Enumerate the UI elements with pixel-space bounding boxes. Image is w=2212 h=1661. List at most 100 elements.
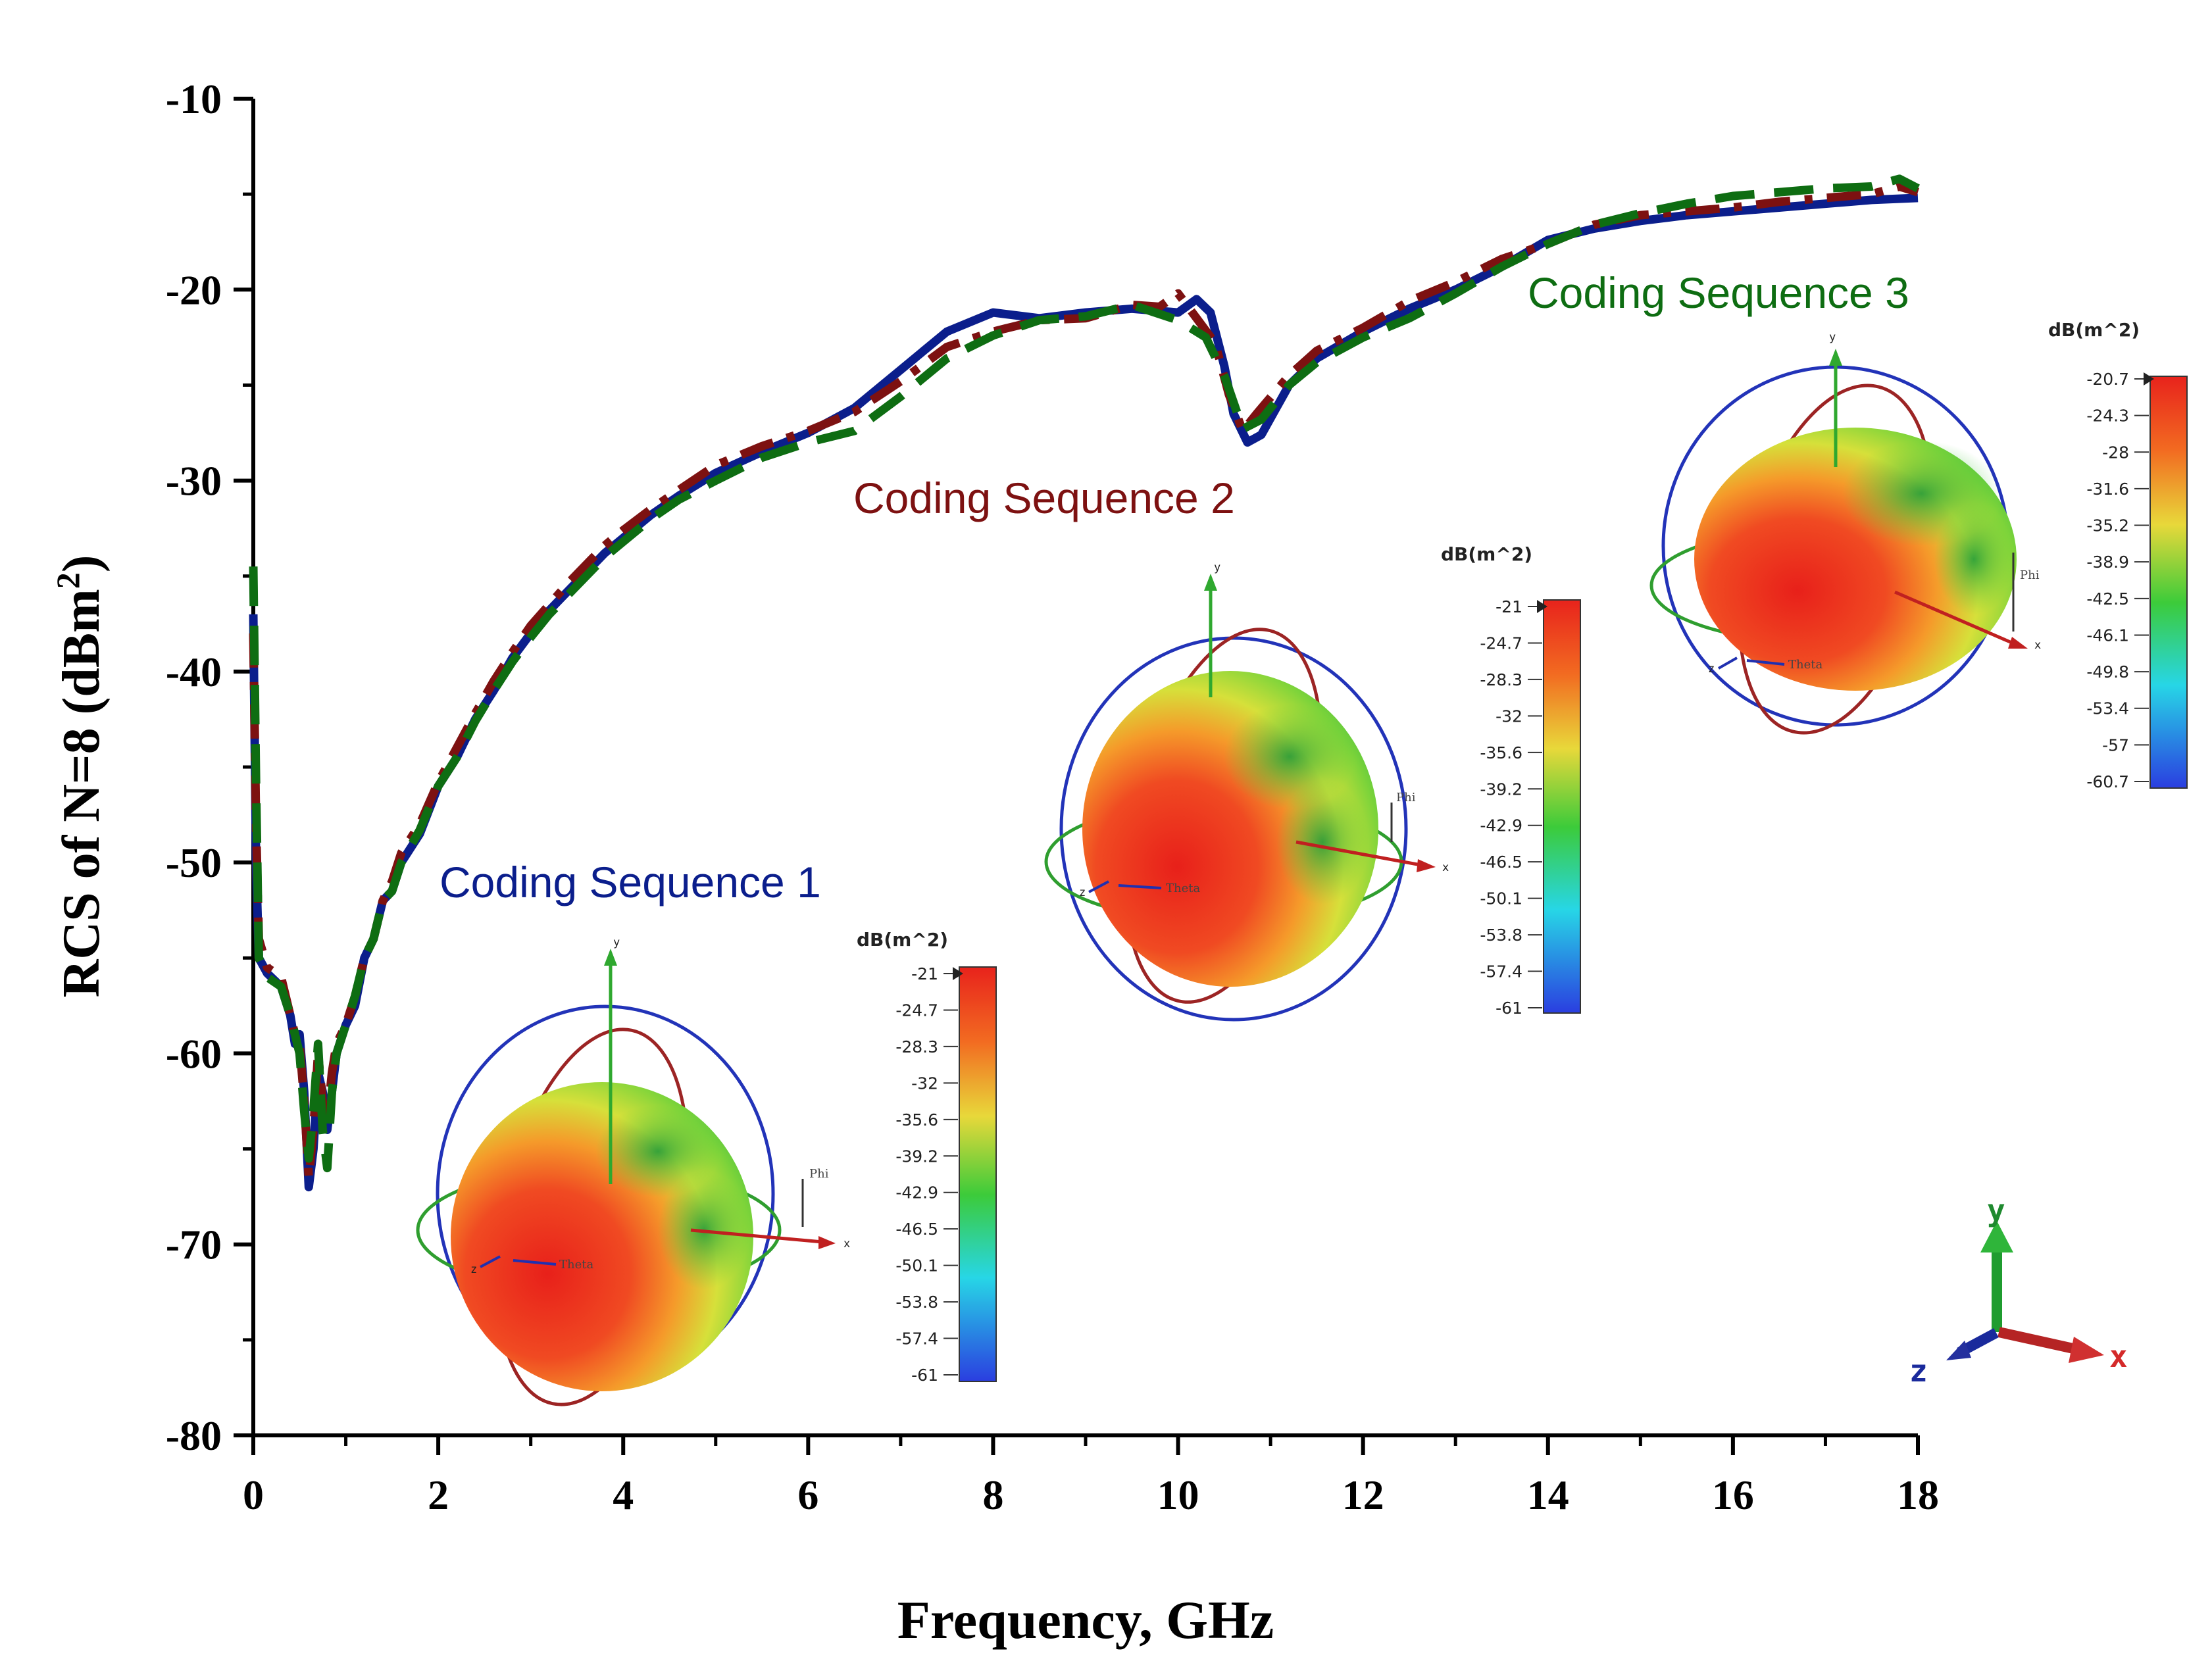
y-axis-label: RCS of N=8 (dBm2): [49, 555, 111, 998]
z-axis-arrow: [480, 1255, 501, 1268]
colorbar-marker: [2144, 372, 2154, 385]
colorbar-tick-label: -46.5: [1480, 853, 1522, 872]
x-axis-arrowhead: [1417, 859, 1436, 872]
colorbar-marker: [1537, 600, 1547, 613]
colorbar-tick-label: -57.4: [895, 1329, 938, 1349]
x-tick-label: 2: [428, 1472, 449, 1518]
colorbar-tick-label: -50.1: [895, 1256, 938, 1276]
axis-label-y: y: [613, 936, 620, 949]
colorbar-tick-label: -42.9: [895, 1183, 938, 1202]
y-axis-label-sup: 2: [49, 572, 86, 589]
colorbar-tick-label: -24.3: [2086, 407, 2129, 426]
colorbar-tick-label: -39.2: [1480, 780, 1522, 799]
colorbar-ticks: -21 -24.7 -28.3 -32 -35.6 -39.2 -42.9 -46.5 -50.…: [895, 964, 963, 1385]
colorbar-tick-label: -53.4: [2086, 699, 2129, 718]
colorbar-tick-label: -32: [911, 1074, 938, 1093]
phi-label: Phi: [2020, 568, 2040, 582]
x-tick-label: 0: [243, 1472, 264, 1518]
colorbar-tick-label: -46.1: [2086, 626, 2129, 645]
y-axis-arrowhead: [1829, 349, 1842, 366]
colorbar-title: dB(m^2): [857, 929, 948, 951]
colorbar: dB(m^2) -20.7 -24.3 -28 -31.6 -35.2 -38.9 -42.…: [2048, 319, 2188, 791]
x-tick-label: 10: [1157, 1472, 1199, 1518]
x-tick-label: 6: [797, 1472, 818, 1518]
theta-indicator: [1118, 884, 1162, 889]
colorbar-tick-label: -57: [2102, 735, 2129, 755]
x-axis-label: Frequency, GHz: [897, 1590, 1274, 1650]
colorbar-tick-label: -28.3: [1480, 670, 1522, 689]
colorbar-tick-label: -35.6: [1480, 743, 1522, 762]
colorbar-title: dB(m^2): [1441, 543, 1532, 565]
y-tick-label: -60: [166, 1030, 222, 1077]
rcs-3d-pattern: y x z Theta Phi: [1649, 331, 2041, 735]
y-axis-label-end: ): [53, 555, 111, 573]
y-tick-label: -70: [166, 1222, 222, 1268]
theta-indicator: [1746, 659, 1785, 666]
colorbar-tick-label: -38.9: [2086, 553, 2129, 572]
colorbar-gradient: [959, 966, 997, 1382]
colorbar-tick-label: -42.9: [1480, 816, 1522, 835]
y-tick-label: -80: [166, 1412, 222, 1459]
x-axis-arrowhead: [818, 1236, 836, 1249]
triad-y-arrowhead: [1980, 1221, 2013, 1252]
axis-label-x: x: [2034, 639, 2041, 652]
z-axis-arrow: [1088, 880, 1109, 893]
pattern-dimple: [1276, 780, 1369, 905]
triad-label-z: z: [1909, 1353, 1928, 1389]
colorbar-tick-label: -24.7: [895, 1001, 938, 1020]
colorbar-title: dB(m^2): [2048, 319, 2140, 341]
colorbar-marker: [953, 967, 963, 980]
colorbar: dB(m^2) -21-24.7-28.3-32-35.6-39.2-42.9-…: [857, 929, 997, 1385]
colorbar-tick-label: -21: [911, 964, 938, 983]
colorbar-tick-label: -53.8: [1480, 926, 1522, 945]
colorbar-tick-label: -31.6: [2086, 480, 2129, 499]
colorbar-tick-label: -42.5: [2086, 589, 2129, 608]
colorbar-tick-label: -50.1: [1480, 889, 1522, 908]
colorbar-tick-label: -35.2: [2086, 516, 2129, 535]
colorbar-ticks: -20.7 -24.3 -28 -31.6 -35.2 -38.9 -42.5 -46.1 -4…: [2086, 370, 2154, 791]
triad-z-arrowhead: [1946, 1341, 1971, 1360]
colorbar-gradient: [1543, 599, 1581, 1014]
series-line-coding-sequence-2: [249, 182, 1919, 1182]
x-axis-arrow: [1295, 840, 1422, 867]
rcs-3d-pattern: y x z Theta Phi: [416, 936, 850, 1406]
inset-sequence-3: y x z Theta Phi dB(m^2) -20.7 -24.3 -28 -31…: [1649, 319, 2188, 791]
theta-label: Theta: [1788, 658, 1822, 672]
y-ticks: -10 -20 -30 -40 -50 -60 -70 -80: [166, 76, 253, 1459]
axis-label-z: z: [1708, 662, 1715, 676]
y-tick-label: -40: [166, 649, 222, 695]
x-axis-arrow: [1894, 590, 2014, 645]
colorbar-tick-label: -57.4: [1480, 962, 1522, 981]
axis-label-y: y: [1829, 331, 1836, 344]
x-tick-label: 14: [1527, 1472, 1569, 1518]
colorbar-tick-label: -28: [2102, 443, 2129, 462]
series-layer: [249, 174, 1920, 1192]
colorbar-tick-label: -21: [1496, 597, 1522, 616]
series-line-coding-sequence-1: [249, 193, 1919, 1192]
axis-label-y: y: [1214, 561, 1220, 574]
colorbar-tick-label: -46.5: [895, 1220, 938, 1239]
inset-sequence-2: y x z Theta Phi dB(m^2) -21 -24.7 -28.3 -32…: [1044, 543, 1581, 1022]
y-axis-arrowhead: [604, 949, 617, 966]
colorbar-tick-label: -49.8: [2086, 662, 2129, 682]
pattern-dimple: [1934, 503, 2013, 615]
phi-label: Phi: [809, 1167, 829, 1181]
colorbar-tick-label: -53.8: [895, 1293, 938, 1312]
x-tick-label: 8: [982, 1472, 1003, 1518]
x-axis-arrow: [690, 1228, 823, 1244]
axis-label-x: x: [843, 1237, 850, 1251]
y-tick-label: -30: [166, 458, 222, 505]
colorbar-ticks: -21 -24.7 -28.3 -32 -35.6 -39.2 -42.9 -46.5 -50.…: [1480, 597, 1547, 1018]
triad-label-x: x: [2109, 1339, 2128, 1374]
x-ticks: 0 2 4 6 8 10 12 14 16 18: [243, 1435, 1939, 1518]
x-tick-label: 16: [1712, 1472, 1754, 1518]
phi-label: Phi: [1396, 791, 1416, 805]
z-axis-arrow: [1718, 657, 1738, 670]
y-tick-label: -10: [166, 76, 222, 122]
x-tick-label: 12: [1342, 1472, 1384, 1518]
axis-label-z: z: [470, 1263, 477, 1276]
y-tick-label: -50: [166, 839, 222, 886]
x-tick-label: 4: [613, 1472, 634, 1518]
y-axis-label-main: RCS of N=8 (dBm: [53, 589, 111, 997]
